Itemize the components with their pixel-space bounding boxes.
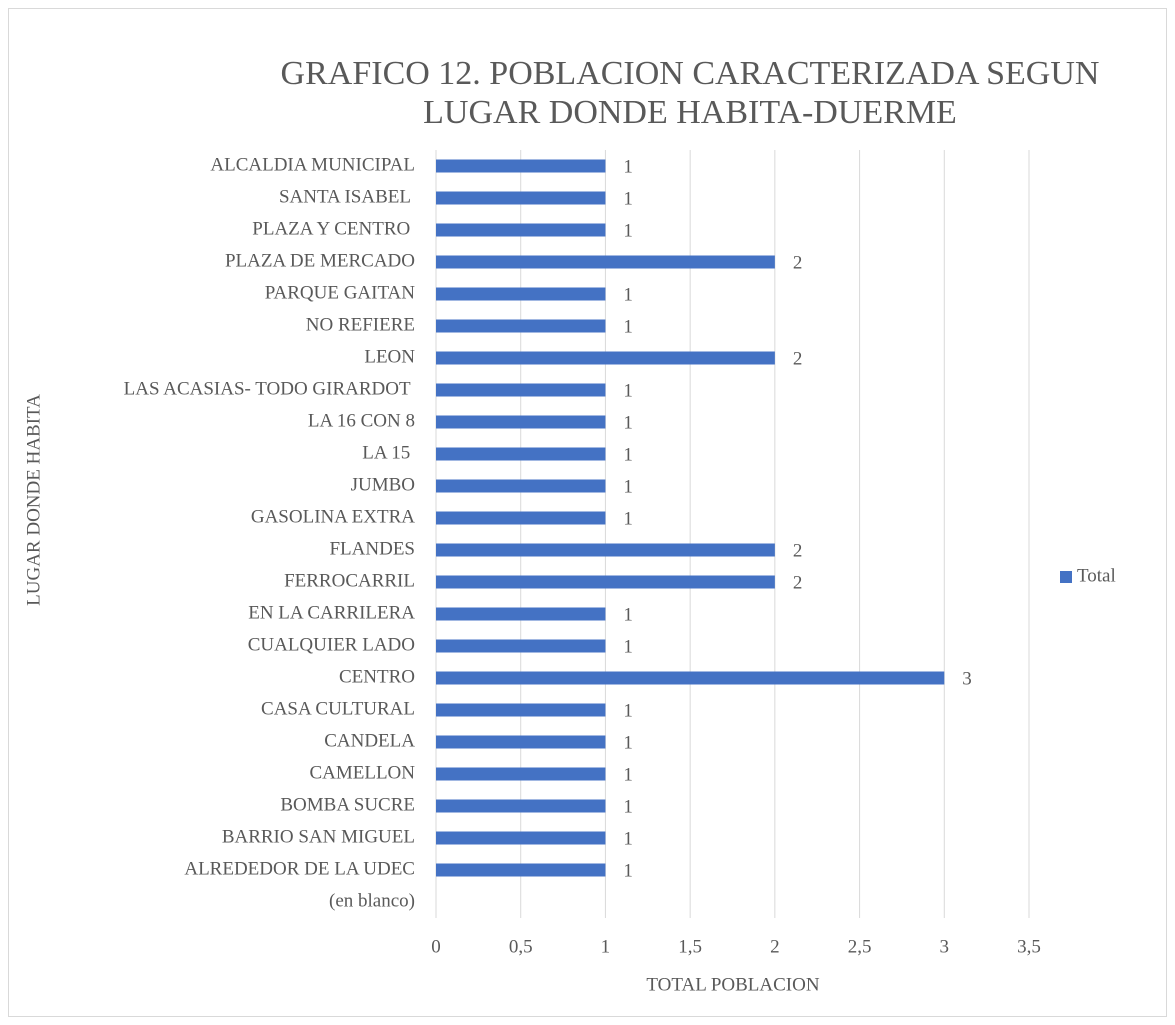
data-label: 1 — [623, 604, 633, 625]
x-tick-label: 3 — [940, 936, 950, 957]
bar — [436, 799, 606, 813]
bar — [436, 159, 606, 173]
bar — [436, 543, 775, 557]
y-tick-label: SANTA ISABEL — [279, 186, 415, 207]
data-label: 1 — [623, 636, 633, 657]
data-label: 1 — [623, 316, 633, 337]
x-tick-label: 1,5 — [678, 936, 702, 957]
data-label: 1 — [623, 412, 633, 433]
bar — [436, 767, 606, 781]
y-tick-label: (en blanco) — [329, 890, 415, 911]
data-label: 1 — [623, 156, 633, 177]
data-label: 2 — [793, 540, 803, 561]
y-tick-label: LA 16 CON 8 — [308, 410, 415, 431]
data-label: 1 — [623, 220, 633, 241]
data-label: 1 — [623, 508, 633, 529]
y-tick-label: JUMBO — [351, 474, 415, 495]
x-tick-label: 1 — [601, 936, 611, 957]
bar — [436, 511, 606, 525]
x-tick-label: 0,5 — [509, 936, 533, 957]
y-axis-title: LUGAR DONDE HABITA — [23, 394, 44, 606]
bar — [436, 319, 606, 333]
x-tick-label: 3,5 — [1017, 936, 1041, 957]
y-tick-label: LA 15 — [362, 442, 415, 463]
data-label: 1 — [623, 764, 633, 785]
bar — [436, 479, 606, 493]
bar — [436, 191, 606, 205]
data-label: 1 — [623, 476, 633, 497]
x-tick-label: 0 — [431, 936, 441, 957]
y-tick-label: CASA CULTURAL — [261, 698, 415, 719]
bar — [436, 351, 775, 365]
bar — [436, 255, 775, 269]
y-tick-label: PARQUE GAITAN — [265, 282, 416, 303]
data-label: 1 — [623, 860, 633, 881]
bar — [436, 607, 606, 621]
y-tick-label: FERROCARRIL — [284, 570, 415, 591]
data-label: 1 — [623, 284, 633, 305]
legend-label: Total — [1077, 565, 1116, 586]
data-label: 1 — [623, 444, 633, 465]
y-tick-label: CAMELLON — [309, 762, 415, 783]
y-tick-label: CENTRO — [339, 666, 415, 687]
bar — [436, 415, 606, 429]
data-label: 1 — [623, 796, 633, 817]
legend-swatch — [1060, 571, 1072, 583]
y-tick-label: LEON — [364, 346, 415, 367]
data-label: 1 — [623, 732, 633, 753]
data-label: 1 — [623, 700, 633, 721]
data-label: 2 — [793, 572, 803, 593]
bar — [436, 447, 606, 461]
y-tick-label: BOMBA SUCRE — [280, 794, 415, 815]
y-tick-label: PLAZA DE MERCADO — [225, 250, 415, 271]
bar — [436, 287, 606, 301]
data-label: 1 — [623, 380, 633, 401]
y-tick-label: LAS ACASIAS- TODO GIRARDOT — [124, 378, 415, 399]
y-tick-label: NO REFIERE — [306, 314, 415, 335]
x-axis-title: TOTAL POBLACION — [646, 974, 819, 995]
bar — [436, 831, 606, 845]
bar — [436, 703, 606, 717]
bar — [436, 575, 775, 589]
bar — [436, 383, 606, 397]
y-tick-label: GASOLINA EXTRA — [251, 506, 415, 527]
bar — [436, 223, 606, 237]
bar — [436, 735, 606, 749]
data-label: 1 — [623, 188, 633, 209]
bar — [436, 863, 606, 877]
x-tick-label: 2 — [770, 936, 780, 957]
chart-title: GRAFICO 12. POBLACION CARACTERIZADA SEGU… — [281, 55, 1100, 92]
x-tick-label: 2,5 — [848, 936, 872, 957]
data-label: 2 — [793, 252, 803, 273]
y-tick-label: CUALQUIER LADO — [248, 634, 415, 655]
y-tick-label: ALCALDIA MUNICIPAL — [210, 154, 415, 175]
data-label: 2 — [793, 348, 803, 369]
bar — [436, 639, 606, 653]
y-tick-label: ALREDEDOR DE LA UDEC — [184, 858, 415, 879]
data-label: 3 — [962, 668, 972, 689]
y-tick-label: BARRIO SAN MIGUEL — [222, 826, 415, 847]
y-tick-label: FLANDES — [329, 538, 415, 559]
bar — [436, 671, 945, 685]
y-tick-label: EN LA CARRILERA — [248, 602, 415, 623]
data-label: 1 — [623, 828, 633, 849]
chart-title: LUGAR DONDE HABITA-DUERME — [423, 94, 957, 131]
y-tick-label: CANDELA — [324, 730, 415, 751]
y-tick-label: PLAZA Y CENTRO — [252, 218, 415, 239]
